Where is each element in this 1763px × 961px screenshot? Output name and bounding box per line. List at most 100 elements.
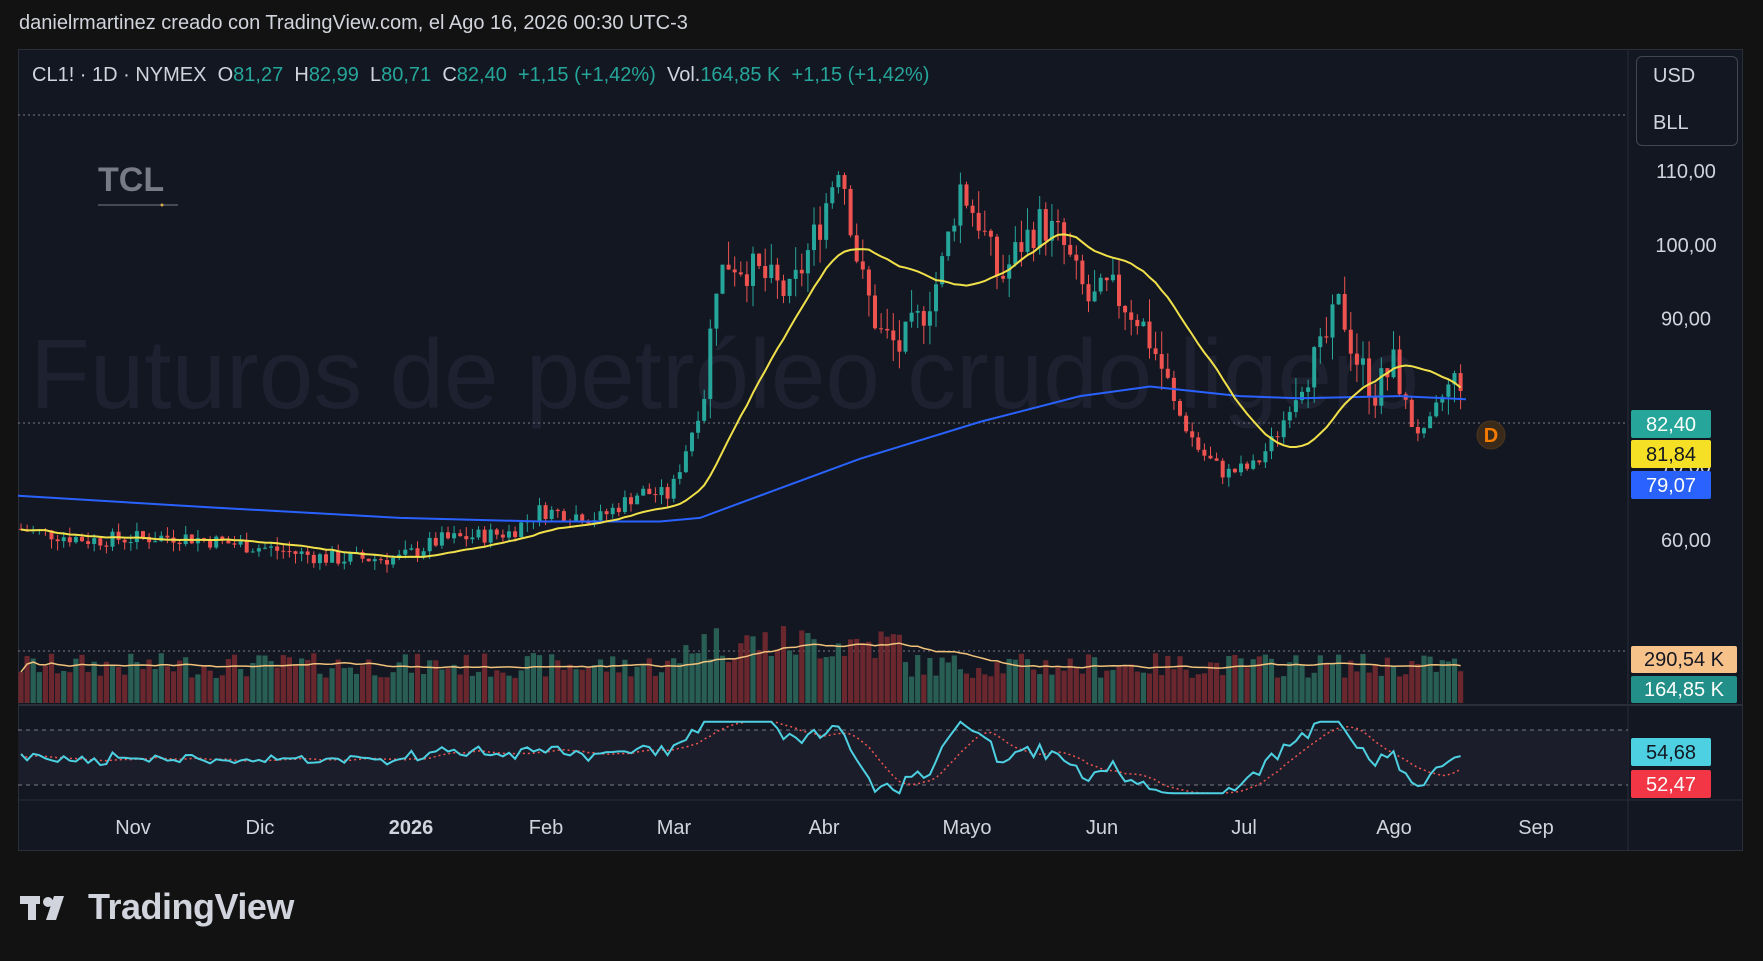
- volume-bar: [103, 661, 109, 703]
- candle-body: [604, 511, 609, 515]
- candle-body: [702, 398, 707, 421]
- candle-body: [1056, 221, 1060, 223]
- volume-bar: [1329, 663, 1336, 703]
- time-tick-dic: Dic: [246, 817, 275, 839]
- candle-body: [61, 537, 66, 542]
- volume-change-value: +1,15 (+1,42%): [791, 64, 930, 86]
- candle-body: [885, 328, 890, 331]
- high-value: 82,99: [308, 64, 359, 86]
- volume-bar: [1403, 674, 1409, 703]
- volume-bar: [1116, 665, 1122, 703]
- candle-body: [110, 531, 115, 547]
- volume-bar: [488, 676, 494, 703]
- candle-body: [610, 507, 615, 515]
- candle-body: [726, 264, 731, 270]
- volume-bar: [1055, 667, 1061, 703]
- candle-body: [433, 537, 438, 546]
- time-tick-mar: Mar: [657, 817, 692, 839]
- candle-body: [1019, 242, 1024, 252]
- unit-label[interactable]: BLL: [1653, 112, 1689, 134]
- footer-branding: TradingView: [20, 886, 294, 928]
- volume-bar: [732, 658, 738, 703]
- volume-bar: [1098, 677, 1104, 703]
- candle-body: [360, 552, 365, 559]
- symbol-watermark: Futuros de petróleo crudo ligero: [30, 319, 1419, 429]
- volume-bar: [1140, 672, 1146, 703]
- volume-bar: [640, 665, 646, 703]
- candle-body: [250, 551, 255, 553]
- candle-body: [1330, 304, 1335, 338]
- volume-bar: [530, 653, 536, 703]
- candle-body: [988, 230, 993, 237]
- candle-body: [897, 340, 902, 352]
- volume-bar: [982, 674, 988, 703]
- volume-bar: [268, 661, 274, 703]
- volume-bar: [1189, 677, 1195, 703]
- volume-bar: [1439, 660, 1445, 703]
- candle-body: [1379, 368, 1384, 406]
- candle-body: [1318, 336, 1323, 348]
- dividend-flag[interactable]: D: [1476, 420, 1506, 450]
- volume-bar: [1085, 654, 1092, 703]
- low-label: L: [370, 64, 382, 86]
- volume-bar: [451, 664, 457, 703]
- candle-body: [812, 224, 816, 251]
- price-tick-4: 60,00: [1661, 530, 1711, 552]
- volume-bar: [18, 671, 24, 703]
- volume-bar: [335, 659, 341, 703]
- volume-bar: [1220, 675, 1226, 703]
- candle-body: [659, 487, 664, 496]
- candle-body: [49, 530, 54, 540]
- volume-bar: [774, 649, 780, 703]
- candle-body: [1104, 277, 1109, 281]
- volume-bar: [414, 653, 421, 703]
- last-price-label: 82,40: [1631, 410, 1711, 438]
- volume-bar: [280, 655, 286, 703]
- volume-bar: [445, 668, 451, 703]
- candle-body: [555, 509, 560, 512]
- rsi-signal-label: 52,47: [1631, 770, 1711, 798]
- time-tick-feb: Feb: [529, 817, 563, 839]
- candle-body: [1306, 387, 1311, 392]
- volume-bar: [787, 650, 793, 703]
- volume-bar: [1293, 655, 1299, 703]
- candle-body: [299, 551, 304, 554]
- volume-bar: [1073, 667, 1079, 703]
- volume-bar: [158, 653, 164, 703]
- candle-body: [549, 509, 554, 519]
- candle-body: [799, 269, 804, 274]
- candle-body: [385, 559, 389, 565]
- candle-body: [1117, 274, 1121, 307]
- candle-body: [104, 545, 109, 547]
- volume-bar: [1061, 670, 1067, 703]
- volume-bar: [604, 671, 610, 703]
- volume-bar: [201, 665, 207, 703]
- candle-body: [1415, 427, 1420, 434]
- volume-bar: [1067, 658, 1073, 703]
- candle-body: [317, 554, 322, 564]
- currency-unit-selector[interactable]: USD BLL: [1636, 56, 1738, 146]
- candle-body: [946, 231, 951, 257]
- volume-bar: [1031, 669, 1037, 703]
- volume-bar: [1226, 656, 1232, 703]
- volume-bar: [1256, 656, 1262, 703]
- volume-bar: [384, 677, 390, 703]
- currency-label[interactable]: USD: [1653, 65, 1696, 87]
- candle-body: [873, 295, 877, 329]
- candle-body: [311, 554, 316, 564]
- volume-bar: [170, 671, 177, 703]
- volume-bar: [439, 669, 445, 703]
- volume-bar: [256, 655, 262, 703]
- volume-bar: [506, 675, 512, 703]
- candle-body: [208, 539, 213, 548]
- volume-bar: [164, 666, 170, 703]
- candle-body: [464, 536, 469, 540]
- symbol-label[interactable]: CL1! · 1D · NYMEX: [32, 64, 207, 86]
- volume-bar: [475, 671, 482, 703]
- volume-bar: [372, 675, 378, 703]
- candle-body: [580, 514, 585, 523]
- volume-bar: [1006, 658, 1012, 703]
- candle-body: [1147, 321, 1152, 349]
- volume-bar: [652, 675, 658, 703]
